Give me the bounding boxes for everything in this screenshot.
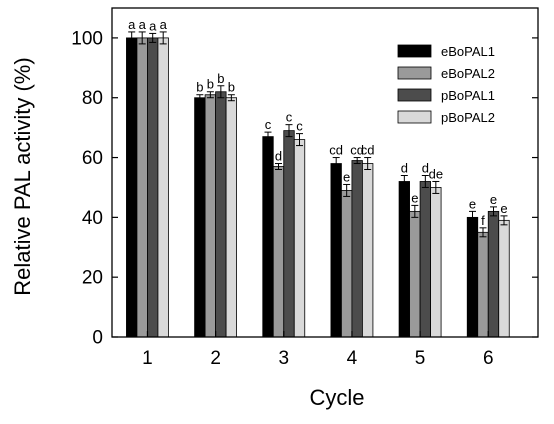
significance-label: cd	[361, 143, 375, 158]
significance-label: de	[429, 166, 443, 181]
x-axis-title: Cycle	[309, 385, 364, 410]
significance-label: b	[196, 80, 203, 95]
bar	[283, 130, 295, 338]
bar	[430, 187, 442, 338]
significance-label: e	[500, 201, 507, 216]
y-tick-label: 60	[82, 148, 103, 169]
bars-layer	[126, 37, 510, 338]
bar	[351, 160, 363, 338]
significance-label: d	[401, 160, 408, 175]
x-tick-label: 3	[278, 348, 289, 369]
significance-label: b	[207, 77, 214, 92]
legend-label: eBoPAL2	[441, 66, 495, 81]
legend-label: pBoPAL2	[441, 110, 495, 125]
bar	[341, 190, 353, 338]
significance-label: cd	[350, 143, 364, 158]
bar	[409, 210, 421, 338]
significance-label: c	[286, 110, 293, 125]
y-tick-label: 40	[82, 208, 103, 229]
y-tick-label: 100	[71, 28, 103, 49]
bar	[466, 216, 479, 338]
x-tick-label: 4	[347, 348, 358, 369]
significance-label: e	[490, 192, 497, 207]
legend-swatch	[397, 44, 432, 58]
bar	[477, 231, 489, 338]
error-bars-layer	[128, 31, 508, 238]
bar	[157, 37, 169, 338]
legend-swatch	[397, 110, 432, 124]
bar	[487, 210, 500, 338]
significance-label: a	[160, 17, 168, 32]
legend: eBoPAL1 eBoPAL2 pBoPAL1 pBoPAL2	[397, 44, 495, 125]
significance-label: b	[217, 71, 224, 86]
bar	[419, 181, 431, 338]
legend-label: eBoPAL1	[441, 44, 495, 59]
bar	[498, 219, 510, 338]
bar	[147, 37, 159, 338]
bar	[362, 163, 374, 338]
significance-label: e	[411, 190, 418, 205]
bar	[272, 166, 285, 338]
bar	[204, 94, 217, 338]
x-tick-label: 1	[142, 348, 153, 369]
significance-label: e	[469, 196, 476, 211]
significance-label: d	[275, 149, 282, 164]
significance-label: a	[128, 17, 136, 32]
bar	[293, 139, 306, 338]
bar	[136, 37, 148, 338]
x-tick-label: 5	[415, 348, 426, 369]
bar	[126, 37, 138, 338]
x-tick-label: 6	[483, 348, 494, 369]
bar	[262, 136, 274, 338]
bar	[398, 181, 410, 338]
legend-label: pBoPAL1	[441, 88, 495, 103]
y-tick-label: 20	[82, 268, 103, 289]
plot-frame	[111, 7, 539, 338]
significance-label: e	[343, 169, 350, 184]
significance-label: cd	[329, 143, 343, 158]
significance-label: c	[296, 119, 303, 134]
significance-label: f	[481, 213, 485, 228]
axes-layer: 0 20 40 60 80 100 1 2 3 4 5 6	[71, 7, 539, 369]
bar	[225, 97, 238, 338]
y-axis-title: Relative PAL activity (%)	[10, 57, 35, 295]
significance-label: a	[149, 18, 157, 33]
bar	[330, 163, 342, 338]
bar	[215, 91, 227, 338]
x-tick-label: 2	[210, 348, 221, 369]
y-tick-label: 80	[82, 88, 103, 109]
legend-swatch	[397, 88, 432, 102]
legend-swatch	[397, 66, 432, 80]
significance-label: d	[422, 160, 429, 175]
y-tick-label: 0	[92, 328, 103, 349]
significance-label: c	[265, 117, 272, 132]
bar	[194, 97, 206, 338]
significance-label: b	[228, 80, 235, 95]
significance-label: a	[139, 17, 147, 32]
